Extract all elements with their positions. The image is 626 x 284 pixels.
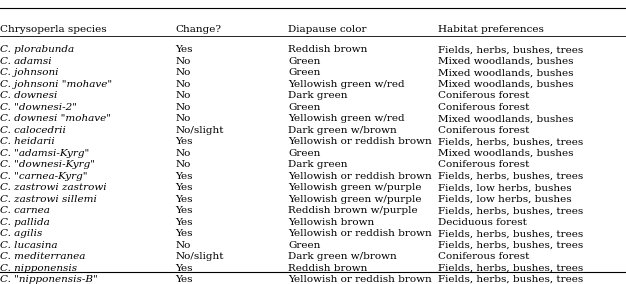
Text: No/slight: No/slight — [175, 252, 223, 261]
Text: No: No — [175, 68, 191, 78]
Text: Yes: Yes — [175, 206, 193, 215]
Text: Yellowish or reddish brown: Yellowish or reddish brown — [288, 229, 432, 238]
Text: C. zastrowi zastrowi: C. zastrowi zastrowi — [0, 183, 106, 192]
Text: Yellowish or reddish brown: Yellowish or reddish brown — [288, 275, 432, 284]
Text: C. johnsoni: C. johnsoni — [0, 68, 58, 78]
Text: No: No — [175, 80, 191, 89]
Text: No: No — [175, 149, 191, 158]
Text: No: No — [175, 103, 191, 112]
Text: Coniferous forest: Coniferous forest — [438, 126, 530, 135]
Text: Mixed woodlands, bushes: Mixed woodlands, bushes — [438, 80, 573, 89]
Text: Mixed woodlands, bushes: Mixed woodlands, bushes — [438, 149, 573, 158]
Text: Yellowish green w/purple: Yellowish green w/purple — [288, 183, 421, 192]
Text: C. plorabunda: C. plorabunda — [0, 45, 74, 55]
Text: Fields, low herbs, bushes: Fields, low herbs, bushes — [438, 195, 572, 204]
Text: Mixed woodlands, bushes: Mixed woodlands, bushes — [438, 68, 573, 78]
Text: C. zastrowi sillemi: C. zastrowi sillemi — [0, 195, 97, 204]
Text: C. johnsoni "mohave": C. johnsoni "mohave" — [0, 80, 112, 89]
Text: C. downesi: C. downesi — [0, 91, 58, 100]
Text: Yes: Yes — [175, 275, 193, 284]
Text: C. downesi "mohave": C. downesi "mohave" — [0, 114, 111, 123]
Text: Fields, herbs, bushes, trees: Fields, herbs, bushes, trees — [438, 206, 583, 215]
Text: Coniferous forest: Coniferous forest — [438, 160, 530, 169]
Text: Yellowish green w/red: Yellowish green w/red — [288, 80, 404, 89]
Text: Dark green w/brown: Dark green w/brown — [288, 126, 397, 135]
Text: Green: Green — [288, 241, 321, 250]
Text: Green: Green — [288, 68, 321, 78]
Text: C. adamsi: C. adamsi — [0, 57, 51, 66]
Text: Green: Green — [288, 149, 321, 158]
Text: Coniferous forest: Coniferous forest — [438, 91, 530, 100]
Text: Yes: Yes — [175, 137, 193, 146]
Text: Coniferous forest: Coniferous forest — [438, 252, 530, 261]
Text: Reddish brown: Reddish brown — [288, 264, 367, 273]
Text: C. "adamsi-Kyrg": C. "adamsi-Kyrg" — [0, 149, 90, 158]
Text: No/slight: No/slight — [175, 126, 223, 135]
Text: Deciduous forest: Deciduous forest — [438, 218, 527, 227]
Text: C. lucasina: C. lucasina — [0, 241, 58, 250]
Text: C. "downesi-2": C. "downesi-2" — [0, 103, 77, 112]
Text: Dark green w/brown: Dark green w/brown — [288, 252, 397, 261]
Text: Fields, herbs, bushes, trees: Fields, herbs, bushes, trees — [438, 275, 583, 284]
Text: C. "carnea-Kyrg": C. "carnea-Kyrg" — [0, 172, 88, 181]
Text: Yes: Yes — [175, 264, 193, 273]
Text: Chrysoperla species: Chrysoperla species — [0, 25, 106, 34]
Text: Green: Green — [288, 57, 321, 66]
Text: C. heidarii: C. heidarii — [0, 137, 54, 146]
Text: Reddish brown: Reddish brown — [288, 45, 367, 55]
Text: Yes: Yes — [175, 172, 193, 181]
Text: C. mediterranea: C. mediterranea — [0, 252, 85, 261]
Text: C. "downesi-Kyrg": C. "downesi-Kyrg" — [0, 160, 95, 169]
Text: Fields, low herbs, bushes: Fields, low herbs, bushes — [438, 183, 572, 192]
Text: Yes: Yes — [175, 218, 193, 227]
Text: Change?: Change? — [175, 25, 221, 34]
Text: C. carnea: C. carnea — [0, 206, 50, 215]
Text: Yellowish green w/red: Yellowish green w/red — [288, 114, 404, 123]
Text: Mixed woodlands, bushes: Mixed woodlands, bushes — [438, 114, 573, 123]
Text: Fields, herbs, bushes, trees: Fields, herbs, bushes, trees — [438, 241, 583, 250]
Text: Dark green: Dark green — [288, 91, 347, 100]
Text: C. "nipponensis-B": C. "nipponensis-B" — [0, 275, 98, 284]
Text: No: No — [175, 91, 191, 100]
Text: No: No — [175, 241, 191, 250]
Text: Yes: Yes — [175, 183, 193, 192]
Text: Yellowish or reddish brown: Yellowish or reddish brown — [288, 172, 432, 181]
Text: Yes: Yes — [175, 195, 193, 204]
Text: Diapause color: Diapause color — [288, 25, 366, 34]
Text: Yes: Yes — [175, 229, 193, 238]
Text: C. calocedrii: C. calocedrii — [0, 126, 66, 135]
Text: Green: Green — [288, 103, 321, 112]
Text: No: No — [175, 57, 191, 66]
Text: No: No — [175, 114, 191, 123]
Text: Fields, herbs, bushes, trees: Fields, herbs, bushes, trees — [438, 229, 583, 238]
Text: Yes: Yes — [175, 45, 193, 55]
Text: Fields, herbs, bushes, trees: Fields, herbs, bushes, trees — [438, 172, 583, 181]
Text: Yellowish green w/purple: Yellowish green w/purple — [288, 195, 421, 204]
Text: C. agilis: C. agilis — [0, 229, 43, 238]
Text: Coniferous forest: Coniferous forest — [438, 103, 530, 112]
Text: Yellowish brown: Yellowish brown — [288, 218, 374, 227]
Text: No: No — [175, 160, 191, 169]
Text: Dark green: Dark green — [288, 160, 347, 169]
Text: Fields, herbs, bushes, trees: Fields, herbs, bushes, trees — [438, 264, 583, 273]
Text: Habitat preferences: Habitat preferences — [438, 25, 544, 34]
Text: Fields, herbs, bushes, trees: Fields, herbs, bushes, trees — [438, 137, 583, 146]
Text: C. nipponensis: C. nipponensis — [0, 264, 77, 273]
Text: Yellowish or reddish brown: Yellowish or reddish brown — [288, 137, 432, 146]
Text: Fields, herbs, bushes, trees: Fields, herbs, bushes, trees — [438, 45, 583, 55]
Text: Reddish brown w/purple: Reddish brown w/purple — [288, 206, 418, 215]
Text: C. pallida: C. pallida — [0, 218, 49, 227]
Text: Mixed woodlands, bushes: Mixed woodlands, bushes — [438, 57, 573, 66]
